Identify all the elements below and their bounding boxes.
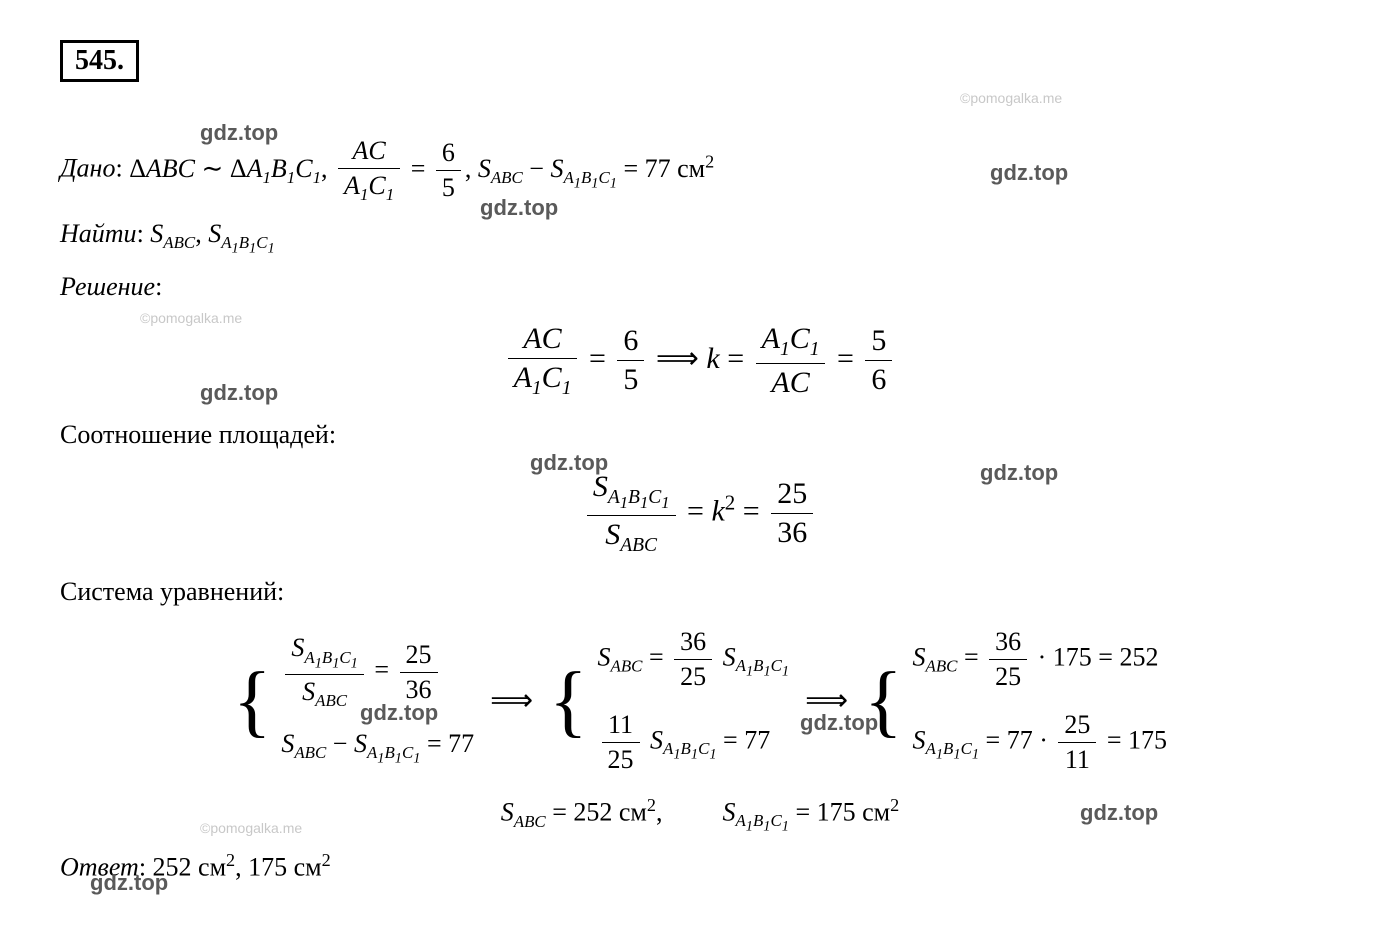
solution-label-line: Решение: [60,272,1340,302]
system-text: Система уравнений: [60,577,1340,607]
step2-equation: SA1B1C1 SABC = k2 = 2536 [60,470,1340,557]
step1-equation: AC A1C1 = 65 ⟹ k = A1C1 AC = 56 [60,322,1340,400]
given-label: Дано [60,154,115,183]
result-line: SABC = 252 см2, SA1B1C1 = 175 см2 [60,795,1340,836]
find-line: Найти: SABC, SA1B1C1 [60,219,1340,258]
system-equations: { SA1B1C1 SABC = 2536 SABC − SA1B1C1 = 7… [60,627,1340,775]
ratio-text: Соотношение площадей: [60,420,1340,450]
find-label: Найти [60,219,137,248]
problem-number: 545. [60,40,139,82]
given-line: Дано: ΔABC ∼ ΔA1B1C1, AC A1C1 = 6 5 , SA… [60,136,1340,205]
answer-label: Ответ [60,853,139,882]
answer-line: Ответ: 252 см2, 175 см2 [60,850,1340,883]
solution-label: Решение [60,272,155,301]
